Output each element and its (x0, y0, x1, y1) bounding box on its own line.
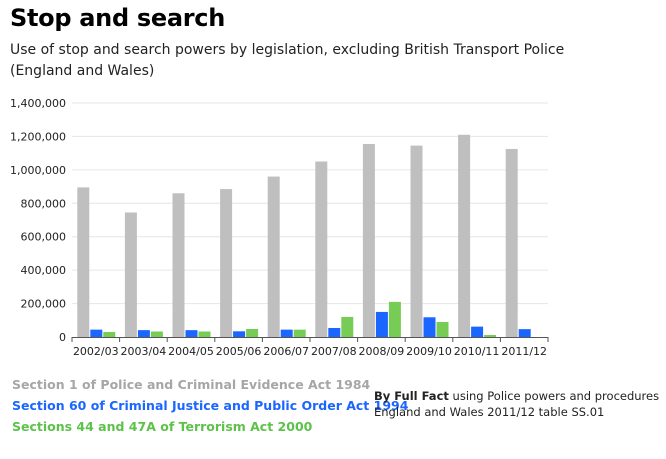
bar-2: Sections 44 and 47A of Terrorism Act 200… (341, 316, 354, 337)
bar-0: Section 1 of Police and Criminal Evidenc… (220, 189, 233, 337)
y-tick-label: 0 (59, 331, 66, 344)
y-tick-label: 1,400,000 (10, 97, 66, 110)
bar-0: Section 1 of Police and Criminal Evidenc… (315, 161, 328, 337)
bar-2: Sections 44 and 47A of Terrorism Act 200… (293, 329, 306, 337)
bar-chart: 0 200,000 400,000 600,000 800,000 1,000,000 1,… (10, 97, 549, 358)
legend-item-terrorism: Sections 44 and 47A of Terrorism Act 200… (12, 419, 313, 434)
source-text: using Police powers and procedures Engla… (374, 389, 660, 419)
y-tick-label: 400,000 (21, 264, 67, 277)
legend-item-cjpoa: Section 60 of Criminal Justice and Publi… (12, 398, 409, 413)
bar-1: Section 60 of Criminal Justice and Publi… (233, 331, 246, 337)
chart-subtitle: Use of stop and search powers by legisla… (10, 42, 565, 79)
bar-1: Section 60 of Criminal Justice and Publi… (137, 330, 150, 337)
y-tick-label: 1,000,000 (10, 164, 66, 177)
bar-0: Section 1 of Police and Criminal Evidenc… (124, 212, 137, 337)
x-tick-label: 2005/06 (216, 345, 262, 358)
bar-0: Section 1 of Police and Criminal Evidenc… (362, 143, 375, 337)
x-tick-label: 2007/08 (311, 345, 357, 358)
x-tick-label: 2011/12 (501, 345, 547, 358)
bar-1: Section 60 of Criminal Justice and Publi… (90, 329, 103, 337)
bar-1: Section 60 of Criminal Justice and Publi… (185, 330, 198, 337)
chart-title: Stop and search (10, 4, 226, 32)
x-tick-label: 2010/11 (454, 345, 500, 358)
x-tick-label: 2002/03 (73, 345, 119, 358)
bar-2: Sections 44 and 47A of Terrorism Act 200… (436, 321, 449, 337)
bar-1: Section 60 of Criminal Justice and Publi… (280, 329, 293, 337)
legend: Section 1 of Police and Criminal Evidenc… (12, 374, 408, 437)
bar-1: Section 60 of Criminal Justice and Publi… (423, 317, 436, 337)
x-tick-label: 2003/04 (121, 345, 167, 358)
bar-2: Sections 44 and 47A of Terrorism Act 200… (103, 331, 116, 337)
bar-2: Sections 44 and 47A of Terrorism Act 200… (198, 331, 211, 337)
x-tick-label: 2009/10 (406, 345, 452, 358)
bar-0: Section 1 of Police and Criminal Evidenc… (505, 148, 518, 337)
bar-1: Section 60 of Criminal Justice and Publi… (471, 326, 484, 337)
legend-item-pace: Section 1 of Police and Criminal Evidenc… (12, 377, 371, 392)
bar-1: Section 60 of Criminal Justice and Publi… (375, 311, 388, 337)
bar-0: Section 1 of Police and Criminal Evidenc… (77, 187, 90, 337)
bar-2: Sections 44 and 47A of Terrorism Act 200… (150, 331, 163, 337)
bar-0: Section 1 of Police and Criminal Evidenc… (458, 134, 471, 337)
x-tick-label: 2006/07 (263, 345, 309, 358)
y-tick-label: 800,000 (21, 197, 67, 210)
bar-2: Sections 44 and 47A of Terrorism Act 200… (388, 301, 401, 337)
y-tick-label: 1,200,000 (10, 130, 66, 143)
bar-2: Sections 44 and 47A of Terrorism Act 200… (484, 334, 497, 337)
y-tick-label: 600,000 (21, 231, 67, 244)
bar-2: Sections 44 and 47A of Terrorism Act 200… (246, 328, 259, 337)
bar-1: Section 60 of Criminal Justice and Publi… (328, 327, 341, 337)
bar-0: Section 1 of Police and Criminal Evidenc… (267, 176, 280, 337)
x-tick-label: 2008/09 (359, 345, 405, 358)
y-tick-label: 200,000 (21, 298, 67, 311)
bar-1: Section 60 of Criminal Justice and Publi… (518, 329, 531, 337)
x-tick-label: 2004/05 (168, 345, 214, 358)
source-note: By Full Fact using Police powers and pro… (374, 388, 664, 420)
bar-0: Section 1 of Police and Criminal Evidenc… (410, 145, 423, 337)
bar-0: Section 1 of Police and Criminal Evidenc… (172, 193, 185, 337)
source-author: By Full Fact (374, 389, 449, 403)
